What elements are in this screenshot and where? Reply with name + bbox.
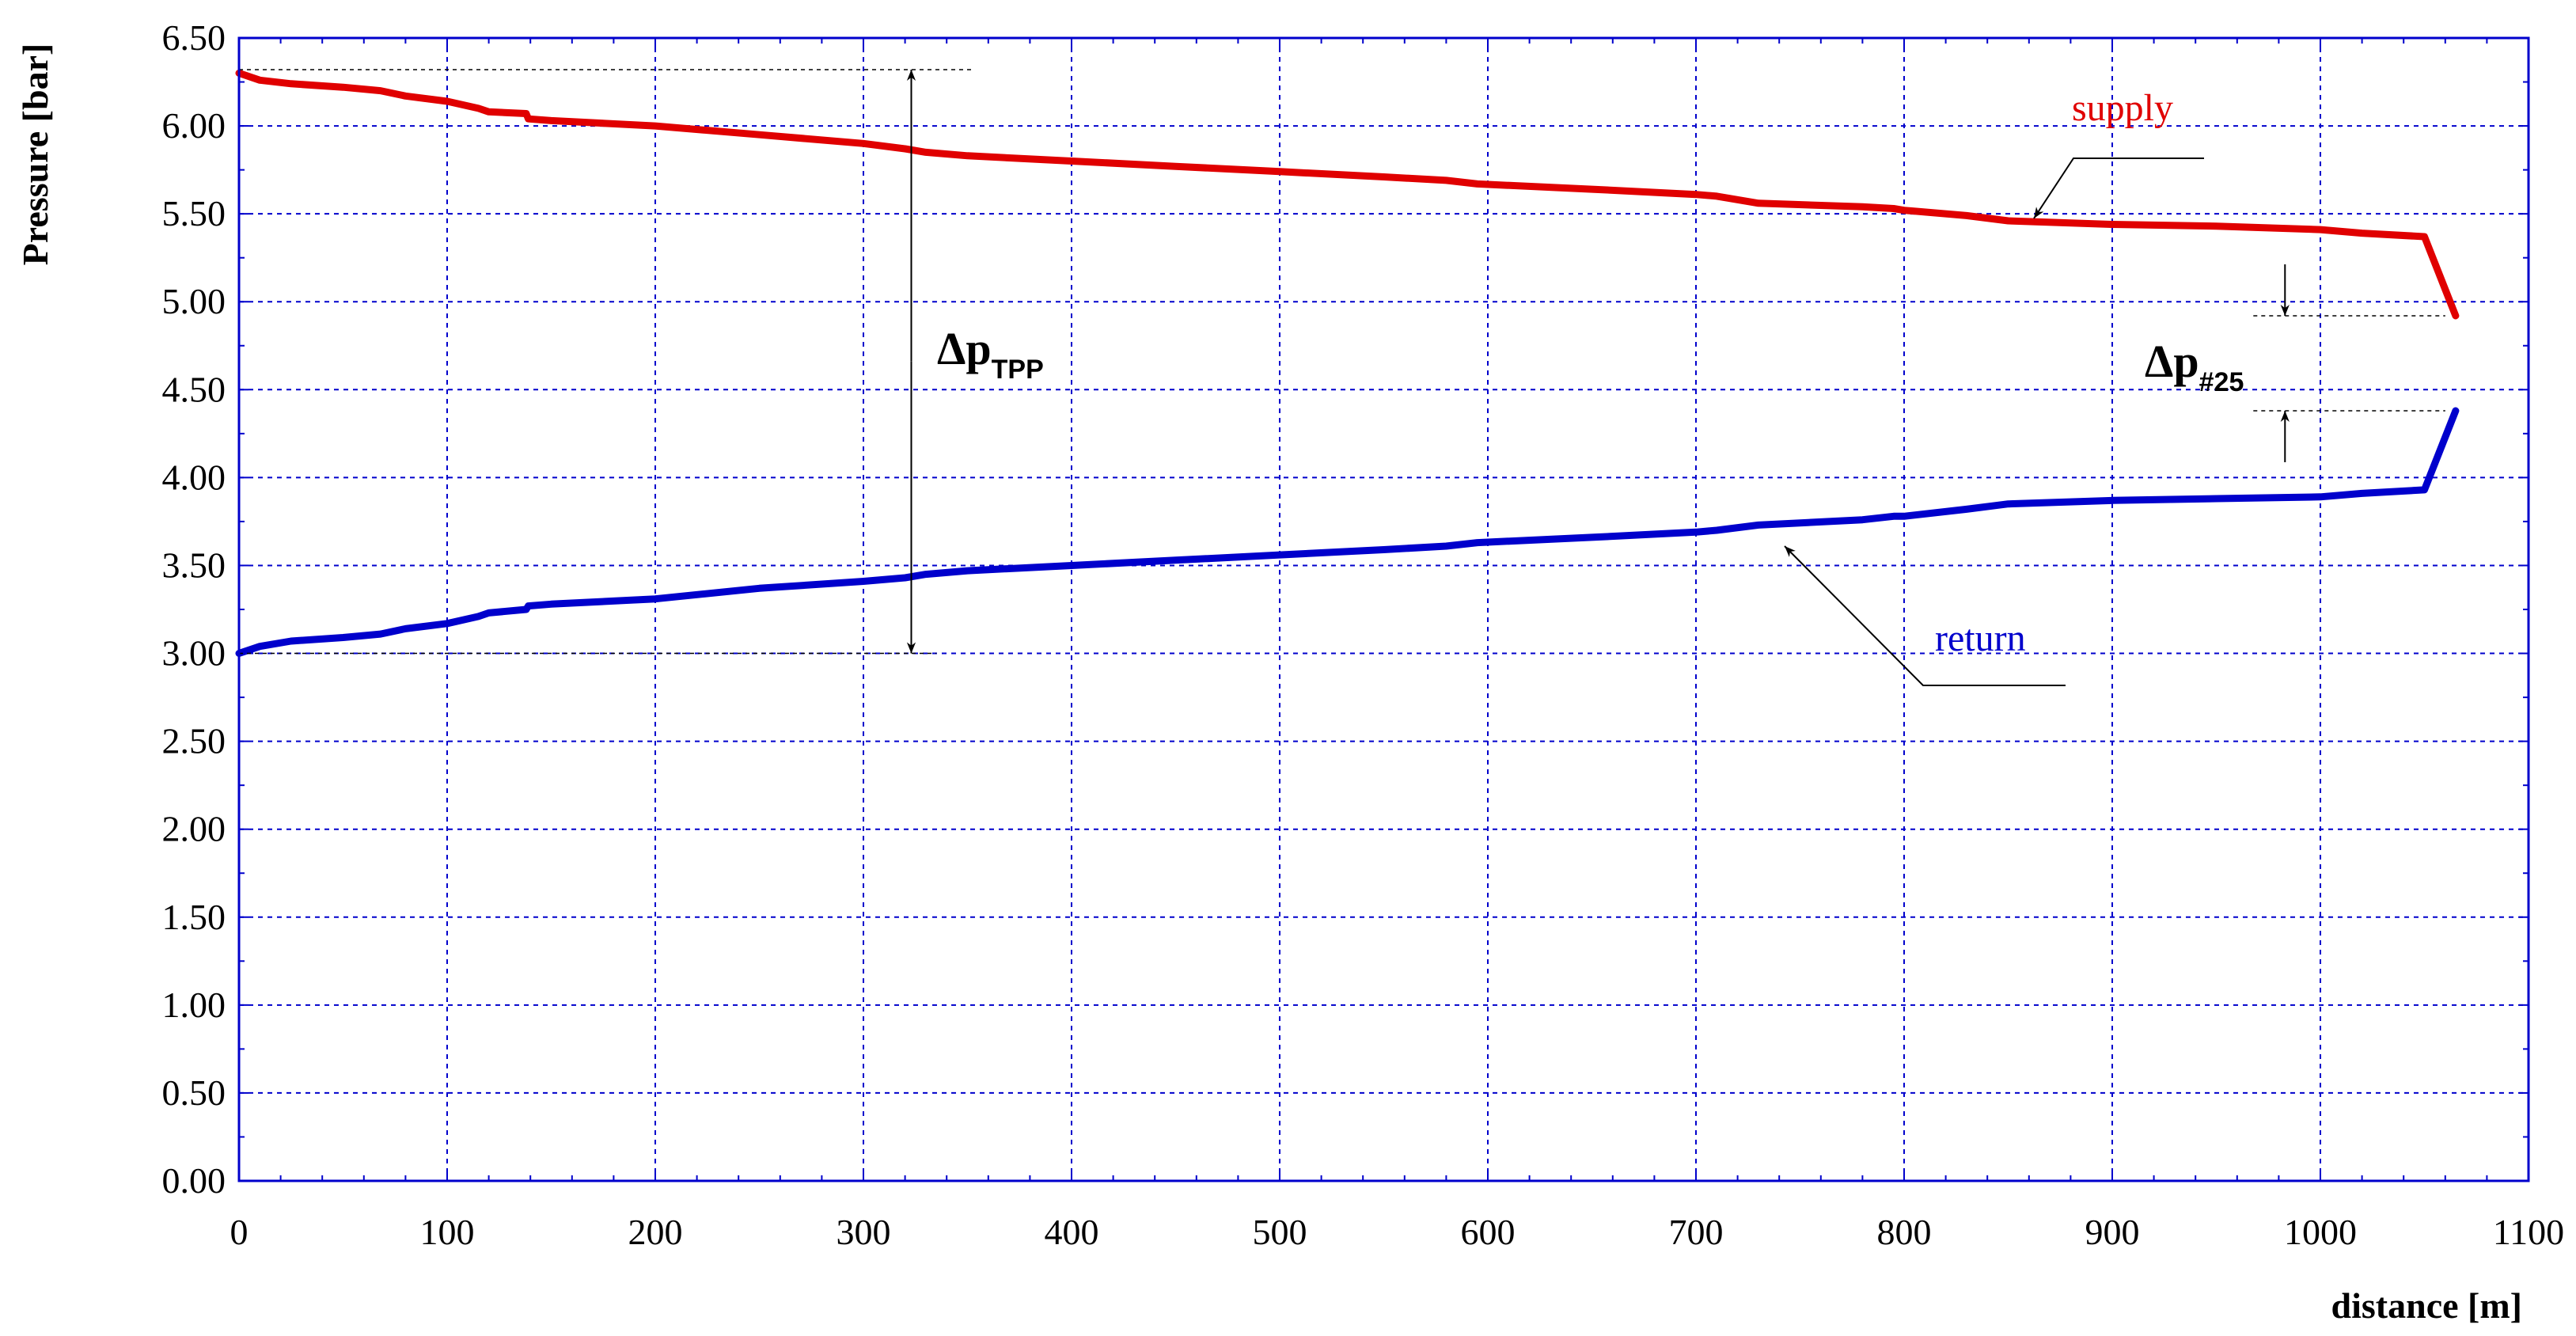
x-tick-label: 1100 xyxy=(2493,1212,2564,1252)
y-tick-label: 2.50 xyxy=(162,721,226,761)
y-axis-label: Pressure [bar] xyxy=(15,44,55,266)
x-tick-label: 700 xyxy=(1669,1212,1724,1252)
delta-p-tpp-subscript: TPP xyxy=(992,355,1044,385)
x-tick-label: 500 xyxy=(1253,1212,1307,1252)
grid-lines xyxy=(238,37,2529,1182)
supply-label-leader xyxy=(2033,158,2204,219)
x-tick-label: 0 xyxy=(230,1212,248,1252)
y-tick-label: 3.50 xyxy=(162,545,226,585)
supply-series-label: supply xyxy=(2072,87,2173,129)
y-tick-label: 5.00 xyxy=(162,281,226,321)
y-tick-label: 6.50 xyxy=(162,17,226,58)
x-tick-label: 100 xyxy=(420,1212,475,1252)
plot-frame xyxy=(237,36,2530,1182)
return-series-label: return xyxy=(1935,617,2026,659)
x-axis-label: distance [m] xyxy=(2331,1285,2522,1326)
delta-p-25-subscript: #25 xyxy=(2199,367,2244,397)
series-lines xyxy=(235,69,2460,657)
y-tick-label: 4.50 xyxy=(162,369,226,409)
y-tick-label: 3.00 xyxy=(162,633,226,674)
delta-p-tpp-label: ΔpTPP xyxy=(937,323,1044,385)
delta-p-25-symbol: Δp xyxy=(2145,336,2199,387)
y-tick-label: 1.00 xyxy=(162,985,226,1025)
x-tick-label: 400 xyxy=(1045,1212,1099,1252)
delta-p-tpp-symbol: Δp xyxy=(937,323,992,374)
return-series-line xyxy=(235,407,2460,657)
y-tick-label: 0.00 xyxy=(162,1160,226,1201)
y-tick-label: 2.00 xyxy=(162,809,226,849)
delta-arrows xyxy=(906,69,2290,686)
return-label-leader xyxy=(1784,545,2066,686)
y-tick-label: 1.50 xyxy=(162,897,226,937)
x-tick-label: 800 xyxy=(1877,1212,1932,1252)
x-tick-label: 300 xyxy=(837,1212,891,1252)
x-tick-label: 900 xyxy=(2085,1212,2140,1252)
y-tick-label: 5.50 xyxy=(162,193,226,233)
y-tick-label: 4.00 xyxy=(162,457,226,497)
x-tick-label: 1000 xyxy=(2284,1212,2357,1252)
y-tick-labels: 0.00 0.50 1.00 1.50 2.00 2.50 3.00 3.50 4.00 4.50… xyxy=(162,17,226,1201)
y-tick-label: 6.00 xyxy=(162,105,226,146)
x-tick-labels: 0 100 200 300 400 500 600 700 800 900 1000 1100 xyxy=(230,1212,2565,1252)
x-tick-label: 200 xyxy=(628,1212,683,1252)
y-tick-label: 0.50 xyxy=(162,1072,226,1113)
delta-p-25-label: Δp#25 xyxy=(2145,336,2244,397)
x-tick-label: 600 xyxy=(1461,1212,1516,1252)
supply-series-line xyxy=(235,69,2460,320)
